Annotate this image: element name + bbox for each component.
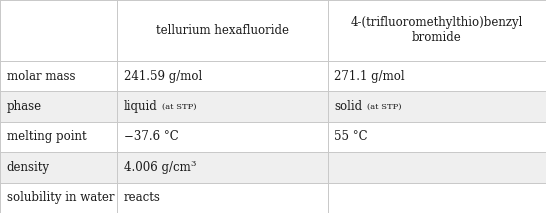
Text: density: density [7,161,50,174]
Bar [0,91,546,122]
Bar [0,152,546,183]
Text: (at STP): (at STP) [162,102,197,111]
Bar [0,61,546,91]
Text: phase: phase [7,100,41,113]
Bar [0,183,546,213]
Text: 3: 3 [191,160,196,168]
Text: (at STP): (at STP) [367,102,401,111]
Text: 271.1 g/mol: 271.1 g/mol [334,70,405,83]
Text: reacts: reacts [124,191,161,204]
Text: molar mass: molar mass [7,70,75,83]
Bar [0,122,546,152]
Bar [0,0,546,61]
Text: melting point: melting point [7,130,86,143]
Text: 4-(trifluoromethylthio)benzyl
bromide: 4-(trifluoromethylthio)benzyl bromide [351,16,523,45]
Text: tellurium hexafluoride: tellurium hexafluoride [156,24,289,37]
Text: solubility in water: solubility in water [7,191,114,204]
Text: 241.59 g/mol: 241.59 g/mol [124,70,202,83]
Text: solid: solid [334,100,363,113]
Text: −37.6 °C: −37.6 °C [124,130,179,143]
Text: 55 °C: 55 °C [334,130,368,143]
Text: liquid: liquid [124,100,158,113]
Text: 4.006 g/cm: 4.006 g/cm [124,161,191,174]
